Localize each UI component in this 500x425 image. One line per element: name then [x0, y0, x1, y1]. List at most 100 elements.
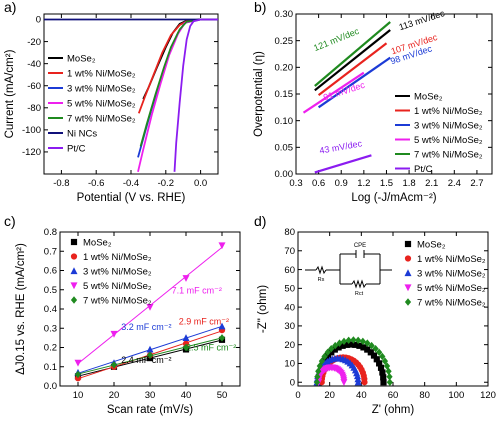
data-point — [353, 372, 361, 380]
data-point — [354, 375, 362, 383]
data-point — [385, 367, 392, 375]
y-tick-label: 0.8 — [44, 227, 57, 238]
x-tick-label: -0.6 — [88, 178, 104, 189]
x-tick-label: 10 — [73, 390, 84, 401]
data-point — [74, 359, 82, 367]
series-line-3 — [137, 18, 218, 158]
legend-label: 3 wt% Ni/MoSe₂ — [67, 84, 136, 95]
nyquist-series-5 — [313, 336, 393, 386]
data-point — [314, 373, 321, 381]
x-tick-label: -0.4 — [123, 178, 139, 189]
data-point — [218, 334, 226, 342]
data-point — [110, 361, 118, 369]
data-point — [328, 344, 335, 353]
legend-marker — [404, 255, 412, 262]
series-line-4 — [137, 18, 218, 173]
legend-marker — [70, 282, 78, 290]
y-tick-label: 50 — [284, 284, 295, 295]
equivalent-circuit-inset: CPE Rs Rct — [305, 243, 392, 297]
data-point — [318, 357, 325, 365]
y-axis-label: -Z" (ohm) — [257, 285, 269, 333]
legend-label: 3 wt% Ni/MoSe₂ — [414, 121, 483, 132]
cpe-label: CPE — [354, 243, 366, 249]
y-axis-label: ΔJ0.15 vs. RHE (mA/cm²) — [15, 243, 27, 375]
data-point — [352, 341, 359, 348]
data-point — [218, 322, 226, 330]
data-point — [322, 356, 329, 363]
legend-marker — [70, 296, 78, 304]
x-tick-label: 40 — [356, 390, 367, 401]
panel-label: d) — [254, 213, 266, 229]
capacitance-annotation: 2.5 mF cm⁻² — [186, 342, 236, 352]
data-point — [339, 342, 346, 349]
capacitance-annotation: 2.4 mF cm⁻² — [121, 355, 171, 365]
data-point — [182, 334, 190, 341]
legend-marker — [70, 238, 78, 246]
data-point — [316, 362, 323, 370]
legend-label: 1 wt% Ni/MoSe₂ — [414, 106, 483, 117]
data-point — [380, 379, 387, 386]
x-tick-label: -0.2 — [158, 178, 174, 189]
panel-1: a) -0.8 -0.6 -0.4 -0.2 0.0 0 -20 -40 -60 -80 -100 -1… — [4, 0, 219, 204]
panel-3: c) 10 20 30 40 50 0.0 0.1 0.2 0.3 0.4 0.5 0.6 0.7 0.8 S… — [4, 213, 241, 416]
data-point — [321, 352, 328, 361]
data-point — [359, 337, 366, 346]
x-axis-label: Potential (V vs. RHE) — [77, 192, 186, 204]
x-tick-label: 1.2 — [357, 178, 370, 189]
capacitance-annotation: 2.9 mF cm⁻² — [179, 316, 229, 326]
data-point — [343, 341, 350, 348]
data-point — [332, 341, 339, 350]
data-point — [340, 379, 348, 386]
legend-label: 1 wt% Ni/MoSe₂ — [83, 252, 152, 263]
legend-marker — [404, 284, 412, 292]
y-tick-label: 0.7 — [44, 246, 57, 257]
x-tick-label: 30 — [145, 390, 156, 401]
y-tick-label: 70 — [284, 246, 295, 257]
data-point — [364, 346, 371, 353]
y-tick-label: 10 — [284, 359, 295, 370]
legend-label: 5 wt% Ni/MoSe₂ — [414, 135, 483, 146]
y-tick-label: 0.1 — [44, 362, 57, 373]
data-point — [313, 378, 321, 386]
legend-label: Pt/C — [414, 164, 433, 175]
y-tick-label: 0.0 — [44, 381, 57, 392]
x-tick-label: 80 — [419, 390, 430, 401]
data-point — [361, 379, 368, 386]
x-tick-label: 120 — [480, 390, 496, 401]
x-axis-label: Z' (ohm) — [372, 404, 415, 416]
legend-label: 5 wt% Ni/MoSe₂ — [67, 99, 136, 110]
y-tick-label: 0.30 — [275, 9, 294, 20]
panel-label: a) — [4, 0, 16, 15]
data-point — [379, 352, 386, 361]
legend-label: 5 wt% Ni/MoSe₂ — [417, 283, 486, 294]
legend-label: MoSe₂ — [414, 92, 443, 103]
x-tick-label: 1.8 — [402, 178, 415, 189]
legend-marker — [70, 253, 78, 260]
y-tick-label: 0.5 — [44, 285, 57, 296]
data-point — [74, 370, 82, 379]
y-axis-label: Current (mA/cm²) — [4, 49, 16, 138]
data-point — [324, 352, 332, 359]
legend-label: MoSe₂ — [83, 238, 112, 249]
legend-label: 7 wt% Ni/MoSe₂ — [414, 150, 483, 161]
data-point — [377, 364, 385, 371]
resistor-rct — [351, 279, 367, 289]
data-point — [367, 349, 374, 356]
x-tick-label: 20 — [109, 390, 120, 401]
legend-label: MoSe₂ — [67, 54, 96, 65]
slope-annotation: 91 mV/dec — [322, 80, 366, 103]
panel-2: b) 0.3 0.6 0.9 1.2 1.5 1.8 2.1 2.4 2.7 0.00 0.05 0.1… — [253, 0, 493, 204]
x-tick-label: 20 — [324, 390, 335, 401]
x-tick-label: 0.0 — [194, 178, 207, 189]
data-point — [74, 375, 82, 382]
data-point — [182, 275, 190, 282]
data-point — [182, 340, 190, 347]
series-line-3 — [317, 56, 391, 109]
x-tick-label: 0.9 — [335, 178, 348, 189]
capacitance-annotation: 3.2 mF cm⁻² — [121, 322, 171, 332]
y-axis-label: Overpotential (η) — [253, 51, 265, 137]
data-point — [146, 345, 154, 353]
data-point — [182, 343, 190, 352]
x-tick-label: 0.3 — [289, 178, 302, 189]
legend-label: Ni NCs — [67, 129, 97, 140]
